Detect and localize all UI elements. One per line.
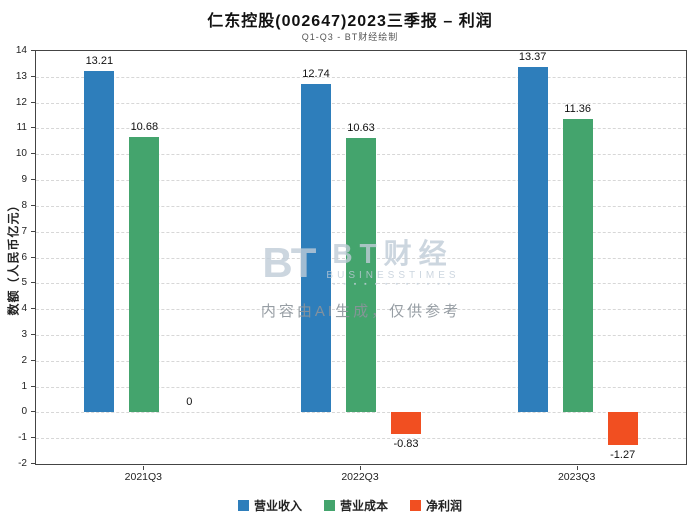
y-tick-label: 10 — [15, 148, 27, 160]
y-tick-mark — [31, 101, 35, 103]
y-tick-label: 9 — [21, 174, 27, 186]
bar — [391, 412, 421, 434]
y-axis: -2 -1 0 1 2 3 4 5 6 7 8 9 10 11 12 13 14 — [0, 45, 35, 469]
x-axis: 2021Q3 2022Q3 2023Q3 — [35, 466, 687, 486]
chart-title: 仁东控股(002647)2023三季报 – 利润 — [207, 13, 493, 30]
y-tick-label: 0 — [21, 406, 27, 418]
y-tick-label: 14 — [15, 45, 27, 56]
legend-swatch — [410, 500, 421, 511]
bar-value-label: 10.68 — [130, 120, 159, 133]
legend-swatch — [237, 500, 249, 511]
x-tick-mark — [576, 466, 578, 470]
y-tick-label: 4 — [21, 303, 27, 315]
bar-value-label: 13.37 — [518, 51, 547, 64]
x-tick-label: 2022Q3 — [341, 471, 379, 483]
y-tick-mark — [31, 204, 35, 206]
y-tick-label: 2 — [21, 354, 27, 366]
y-tick-label: 13 — [15, 70, 27, 82]
y-tick-mark — [31, 179, 35, 181]
gridline — [36, 412, 686, 414]
y-tick-mark — [31, 463, 35, 464]
bar-value-label: -1.27 — [610, 449, 636, 462]
bar — [517, 67, 548, 413]
y-tick-mark — [31, 282, 35, 284]
y-tick-label: 1 — [21, 380, 27, 392]
bar-value-label: 0 — [186, 396, 193, 409]
y-tick-label: 11 — [16, 122, 27, 134]
bar — [607, 412, 638, 446]
bar-value-label: 12.74 — [302, 67, 330, 80]
y-tick-label: 8 — [21, 199, 27, 211]
y-tick-mark — [31, 75, 35, 77]
legend-item: 净利润 — [410, 497, 462, 514]
y-tick-label: 6 — [21, 251, 27, 263]
gridline — [36, 128, 686, 130]
x-tick-mark — [360, 466, 361, 470]
y-tick-label: 12 — [15, 96, 27, 108]
legend-swatch — [323, 500, 335, 511]
legend: 营业收入 营业成本 净利润 — [0, 497, 700, 514]
legend-label: 营业收入 — [253, 499, 302, 513]
y-tick-label: 5 — [21, 277, 27, 289]
y-tick-mark — [31, 333, 35, 335]
y-tick-mark — [31, 230, 35, 232]
bar-value-label: 10.63 — [347, 121, 375, 134]
x-tick-mark — [143, 466, 145, 470]
y-tick-mark — [31, 50, 35, 51]
gridline — [36, 438, 686, 440]
y-tick-mark — [31, 437, 35, 439]
x-tick-label: 2023Q3 — [557, 471, 596, 483]
bar — [84, 71, 115, 413]
y-tick-mark — [31, 385, 35, 387]
y-tick-mark — [31, 127, 35, 129]
plot-area: BT BT财经 BUSINESSTIMES ▪ ▪ ▪ ▪ ▪ ▪ ▪ ▪ ▪ … — [35, 50, 687, 465]
legend-label: 净利润 — [426, 499, 463, 513]
y-tick-mark — [31, 411, 35, 413]
y-tick-mark — [31, 308, 35, 310]
bar-value-label: 13.21 — [85, 55, 114, 68]
y-tick-label: -1 — [18, 432, 27, 444]
y-tick-mark — [31, 153, 35, 155]
gridline — [36, 102, 686, 104]
y-tick-mark — [31, 256, 35, 258]
bar-value-label: 11.36 — [564, 103, 592, 116]
y-tick-label: -2 — [18, 458, 27, 469]
y-tick-label: 3 — [21, 328, 27, 340]
bar — [301, 83, 331, 413]
legend-label: 营业成本 — [339, 499, 388, 513]
bar-value-label: -0.83 — [393, 437, 419, 450]
x-tick-label: 2021Q3 — [124, 471, 163, 483]
legend-item: 营业收入 — [237, 497, 302, 514]
bar — [129, 136, 160, 413]
gridline — [36, 76, 686, 78]
y-tick-mark — [31, 359, 35, 361]
chart-subtitle: Q1-Q3 - BT财经绘制 — [301, 32, 399, 42]
bar — [346, 137, 376, 413]
legend-item: 营业成本 — [323, 497, 388, 514]
bar — [562, 119, 593, 413]
y-tick-label: 7 — [21, 225, 27, 237]
